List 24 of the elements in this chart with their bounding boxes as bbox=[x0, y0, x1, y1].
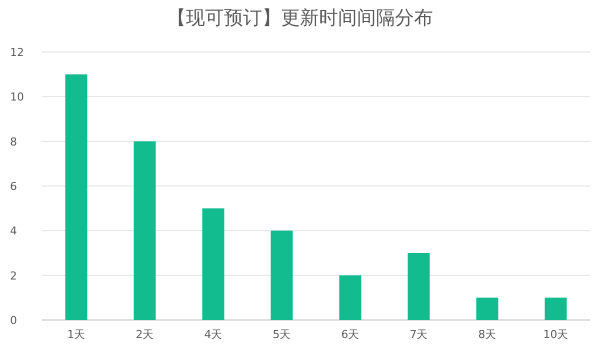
x-tick-label: 7天 bbox=[410, 328, 428, 341]
x-tick-label: 8天 bbox=[478, 328, 496, 341]
y-tick-label: 4 bbox=[10, 224, 17, 238]
x-tick-label: 2天 bbox=[136, 328, 154, 341]
bar bbox=[270, 230, 293, 320]
y-tick-label: 8 bbox=[10, 135, 17, 148]
chart-title: 【现可预订】更新时间间隔分布 bbox=[167, 7, 433, 29]
x-tick-label: 1天 bbox=[67, 328, 86, 341]
bar bbox=[134, 141, 156, 320]
x-tick-label: 4天 bbox=[204, 328, 222, 341]
bar bbox=[339, 275, 362, 320]
y-tick-label: 12 bbox=[10, 46, 24, 59]
bar bbox=[202, 208, 224, 320]
bar bbox=[65, 74, 88, 320]
x-tick-label: 6天 bbox=[341, 328, 360, 341]
y-tick-label: 6 bbox=[10, 180, 17, 193]
x-tick-label: 5天 bbox=[272, 328, 291, 341]
x-tick-label: 10天 bbox=[543, 328, 568, 341]
y-tick-label: 10 bbox=[10, 90, 24, 104]
bar bbox=[544, 298, 567, 320]
bar bbox=[476, 298, 498, 320]
y-tick-label: 0 bbox=[10, 314, 17, 327]
bar bbox=[408, 253, 430, 320]
y-tick-label: 2 bbox=[10, 269, 17, 282]
